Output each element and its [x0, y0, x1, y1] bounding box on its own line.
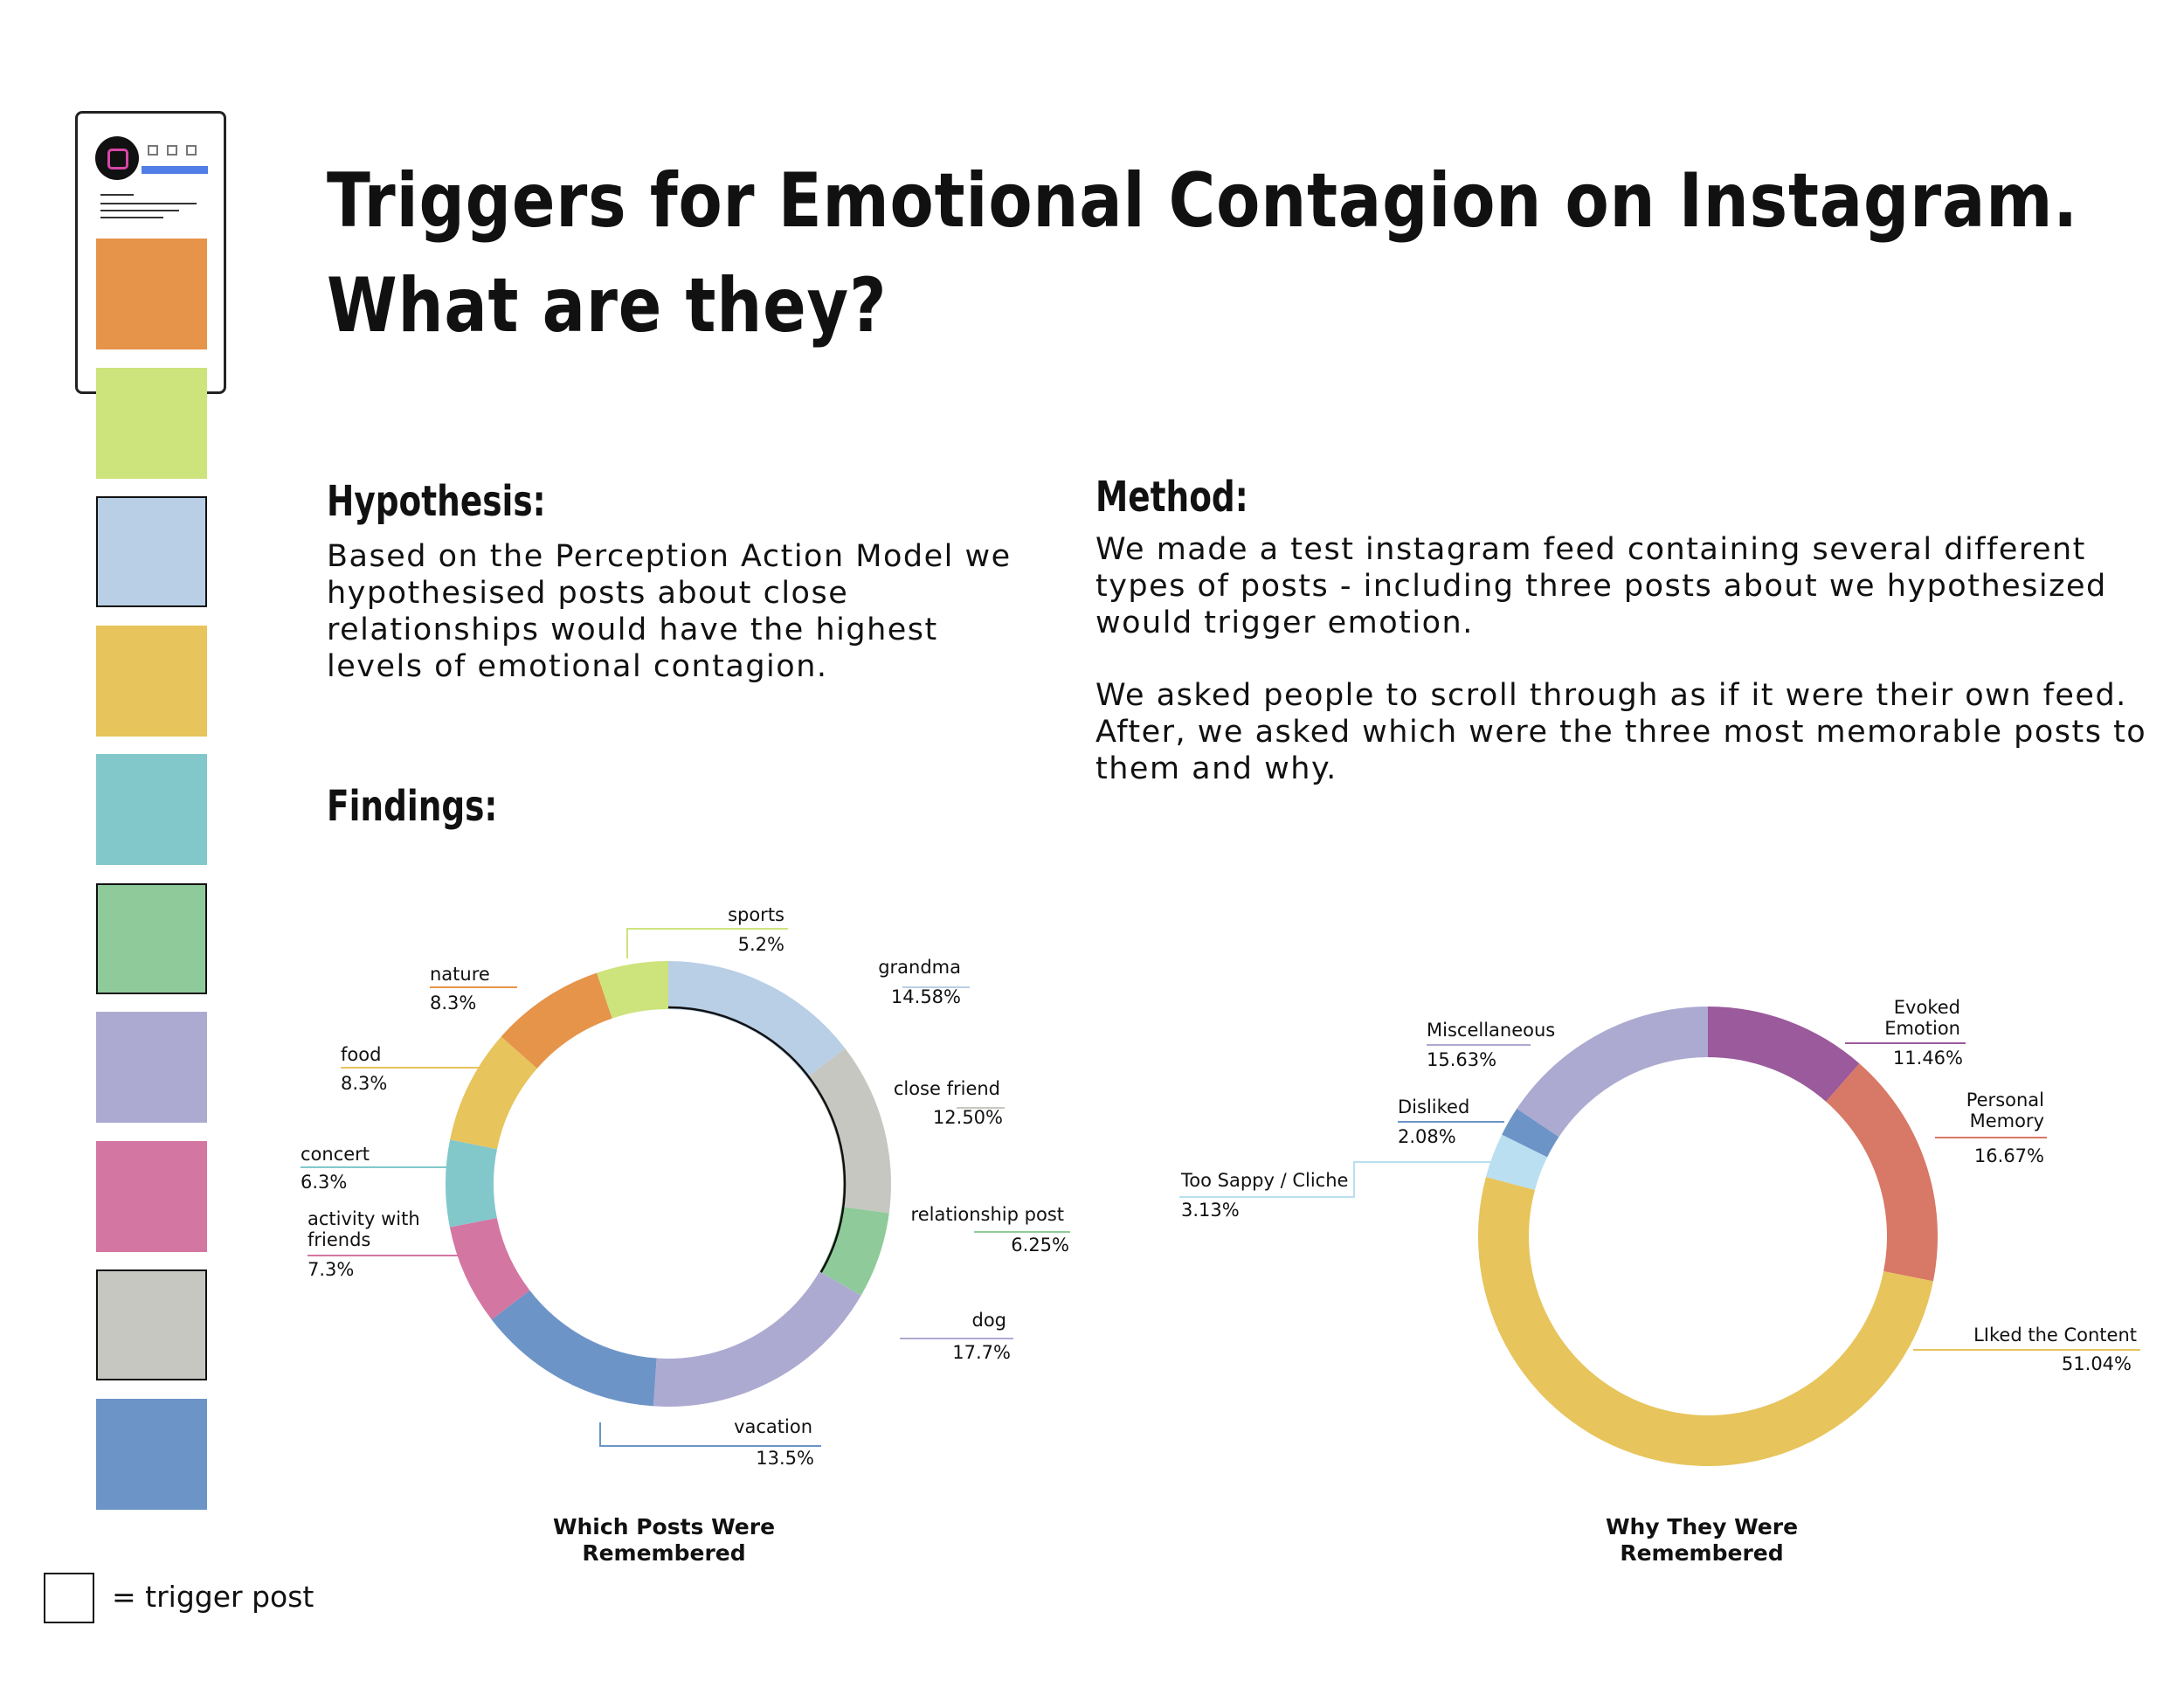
- trigger-outline: [667, 1006, 847, 1273]
- slice-value: 51.04%: [2062, 1353, 2132, 1374]
- slice-value: 2.08%: [1398, 1126, 1456, 1147]
- slice-label: vacation: [734, 1416, 812, 1437]
- donut-slice: [1517, 1007, 1708, 1138]
- hypothesis-heading: Hypothesis:: [327, 477, 546, 526]
- slice-value: 6.3%: [301, 1172, 347, 1193]
- leader-line: [626, 928, 788, 958]
- text-line: [100, 194, 134, 196]
- chart-title: Remembered: [582, 1540, 745, 1566]
- method-text-1: We made a test instagram feed containing…: [1095, 532, 2107, 640]
- feed-tile-trigger: [96, 496, 207, 607]
- slice-label: sports: [728, 904, 784, 925]
- feed-tile-trigger: [96, 882, 207, 994]
- slice-label: Disliked: [1398, 1097, 1469, 1117]
- slice-label: concert: [301, 1144, 370, 1165]
- slice-label: activity with: [308, 1208, 420, 1229]
- slice-value: 13.5%: [756, 1448, 814, 1469]
- phone-header-bar: [142, 166, 208, 174]
- donut-slice: [668, 961, 846, 1078]
- slice-value: 5.2%: [738, 934, 784, 955]
- donut-slice: [450, 1036, 537, 1150]
- slice-label: relationship post: [911, 1204, 1064, 1225]
- slice-label: Evoked: [1894, 997, 1960, 1018]
- slice-value: 17.7%: [952, 1342, 1011, 1363]
- instagram-icon: [95, 136, 139, 180]
- feed-tile: [96, 625, 207, 737]
- text-line: [100, 203, 197, 204]
- slice-label: dog: [971, 1310, 1006, 1331]
- feed-tile: [96, 1012, 207, 1123]
- slice-label: LIked the Content: [1973, 1325, 2137, 1346]
- donut-slice: [501, 972, 612, 1069]
- chart-title: Remembered: [1620, 1540, 1783, 1566]
- slice-label: nature: [430, 964, 490, 985]
- hypothesis-text: Based on the Perception Action Model we …: [327, 539, 1012, 684]
- slice-value: 7.3%: [308, 1259, 354, 1280]
- slice-label: Memory: [1970, 1110, 2044, 1131]
- slice-value: 3.13%: [1181, 1200, 1240, 1221]
- feed-tile: [96, 1140, 207, 1252]
- donut-slice: [806, 1048, 892, 1214]
- slice-value: 6.25%: [1011, 1235, 1069, 1256]
- donut-slice: [449, 1217, 530, 1320]
- method-text-2: We asked people to scroll through as if …: [1095, 678, 2147, 786]
- donut-slice: [1502, 1108, 1559, 1158]
- square-icon: [148, 145, 158, 156]
- slice-label: Emotion: [1884, 1018, 1960, 1039]
- title-line-1: Triggers for Emotional Contagion on Inst…: [327, 157, 2078, 245]
- trigger-legend-swatch: [44, 1573, 94, 1623]
- method-heading: Method:: [1095, 473, 1248, 522]
- feed-tile-trigger: [96, 1269, 207, 1380]
- slice-value: 12.50%: [933, 1107, 1003, 1128]
- slice-label: friends: [308, 1229, 370, 1250]
- feed-tile: [96, 754, 207, 865]
- text-line: [100, 217, 163, 218]
- leader-line: [1179, 1161, 1510, 1198]
- slice-value: 16.67%: [1974, 1145, 2044, 1166]
- feed-tile: [96, 239, 207, 349]
- findings-heading: Findings:: [327, 782, 498, 831]
- donut-slice: [653, 1271, 861, 1407]
- page-title: Triggers for Emotional Contagion on Inst…: [327, 149, 2078, 358]
- slice-value: 8.3%: [341, 1073, 387, 1094]
- text-line: [100, 210, 179, 211]
- leader-line: [599, 1422, 821, 1447]
- slice-value: 11.46%: [1893, 1048, 1963, 1069]
- slice-value: 14.58%: [891, 986, 961, 1007]
- slice-value: 8.3%: [430, 993, 476, 1013]
- slice-label: food: [341, 1044, 381, 1065]
- donut-slice: [819, 1207, 889, 1296]
- donut-slice: [1708, 1007, 1860, 1102]
- chart-title: Which Posts Were: [553, 1514, 775, 1539]
- square-icon: [186, 145, 197, 156]
- donut-slice: [597, 961, 668, 1019]
- slice-label: Miscellaneous: [1427, 1020, 1555, 1041]
- slice-label: close friend: [894, 1078, 1000, 1099]
- square-icon: [167, 145, 177, 156]
- donut-slice: [1485, 1134, 1548, 1190]
- donut-slice: [1826, 1063, 1938, 1282]
- donut-slice: [446, 1139, 497, 1228]
- feed-tile: [96, 367, 207, 479]
- slice-label: Personal: [1966, 1090, 2044, 1110]
- feed-tile: [96, 1398, 207, 1510]
- slice-label: Too Sappy / Cliche: [1180, 1170, 1348, 1191]
- trigger-legend-label: = trigger post: [112, 1580, 314, 1614]
- slice-label: grandma: [878, 957, 961, 978]
- slice-value: 15.63%: [1427, 1049, 1496, 1070]
- title-line-2: What are they?: [327, 262, 888, 349]
- chart-title: Why They Were: [1606, 1514, 1798, 1539]
- donut-slice: [491, 1290, 657, 1407]
- donut-slice: [1477, 1177, 1933, 1467]
